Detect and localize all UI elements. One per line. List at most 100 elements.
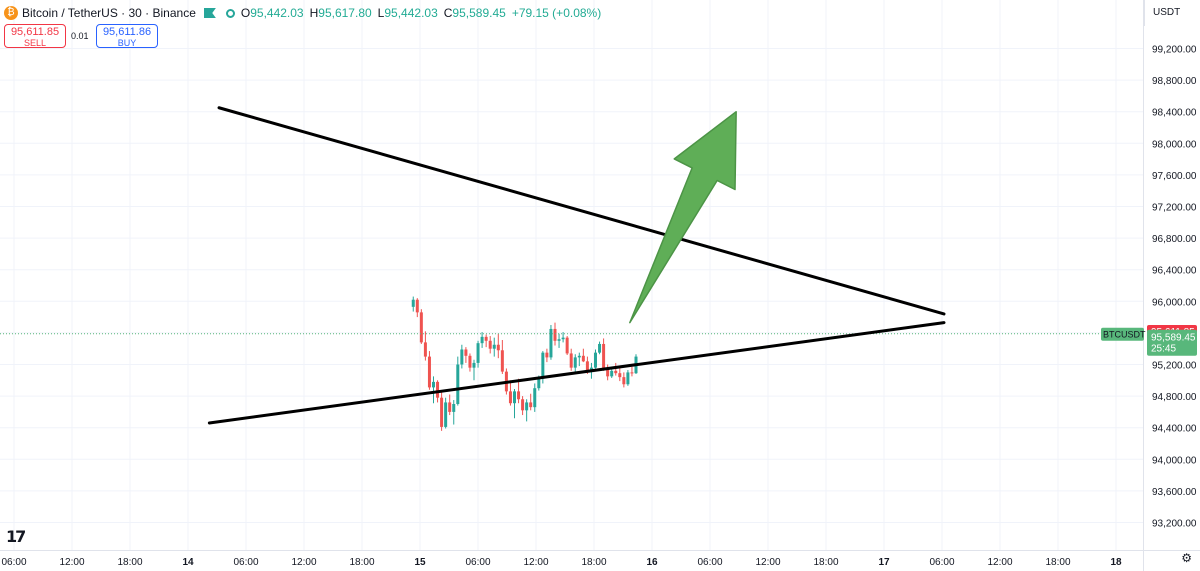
time-tick-label: 06:00 — [465, 557, 490, 568]
price-tick-label: 98,800.00 — [1152, 76, 1197, 87]
candle-body — [521, 399, 525, 411]
candle-body — [626, 372, 630, 385]
price-axis[interactable]: 93,200.00 93,600.00 94,000.00 94,400.00 94,8… — [1143, 0, 1197, 571]
open-label: O — [240, 6, 251, 20]
tradingview-logo-icon[interactable]: 17 — [6, 527, 26, 546]
candle-body — [468, 355, 472, 368]
candle-body — [614, 370, 618, 374]
flag-icon[interactable] — [203, 8, 216, 18]
candle-body — [569, 353, 573, 368]
time-tick-label: 12:00 — [291, 557, 316, 568]
candle-body — [423, 342, 427, 357]
time-tick-label: 16 — [646, 557, 658, 568]
candle-body — [432, 381, 435, 388]
price-tick-label: 98,400.00 — [1152, 108, 1197, 119]
currency-selector[interactable]: USDT — [1144, 0, 1200, 26]
candle-body — [415, 299, 419, 313]
sell-button[interactable]: 95,611.85 SELL — [4, 24, 66, 48]
symbol-header[interactable]: ₿ Bitcoin / TetherUS · 30 · Binance O 95,… — [4, 4, 607, 22]
price-tick-label: 96,800.00 — [1152, 234, 1197, 245]
candle-body — [618, 373, 622, 378]
price-tick-label: 93,600.00 — [1152, 487, 1197, 498]
time-tick-label: 18:00 — [117, 557, 142, 568]
candle-body — [480, 336, 484, 344]
candle-body — [427, 356, 431, 388]
candle-body — [545, 352, 549, 358]
time-tick-label: 06:00 — [929, 557, 954, 568]
candle-body — [529, 402, 533, 408]
open-value: 95,442.03 — [250, 6, 304, 20]
price-tick-label: 94,000.00 — [1152, 455, 1197, 466]
time-tick-label: 12:00 — [987, 557, 1012, 568]
time-tick-label: 15 — [414, 557, 426, 568]
sell-price: 95,611.85 — [10, 26, 60, 38]
last-price-tag — [1147, 329, 1197, 356]
time-tick-label: 12:00 — [523, 557, 548, 568]
buy-price: 95,611.86 — [102, 26, 152, 38]
sell-label: SELL — [23, 38, 47, 48]
candle-body — [610, 370, 614, 377]
spread-value: 0.01 — [71, 31, 89, 41]
candle-body — [598, 343, 602, 353]
time-tick-label: 18 — [1110, 557, 1122, 568]
candle-body — [472, 362, 476, 368]
price-tick-label: 97,200.00 — [1152, 203, 1197, 214]
price-tick-label: 99,200.00 — [1152, 45, 1197, 56]
symbol-title[interactable]: Bitcoin / TetherUS · 30 · Binance — [22, 6, 196, 20]
time-tick-label: 06:00 — [1, 557, 26, 568]
candle-body — [577, 355, 581, 358]
candle-body — [476, 343, 480, 363]
forecast-arrow — [629, 110, 737, 324]
candle-body — [573, 357, 577, 368]
bitcoin-icon: ₿ — [4, 6, 18, 20]
candle-body — [533, 388, 537, 408]
candles — [411, 296, 638, 431]
candle-body — [581, 355, 585, 362]
price-tick-label: 93,200.00 — [1152, 519, 1197, 530]
candle-body — [452, 404, 456, 412]
time-tick-label: 18:00 — [813, 557, 838, 568]
candle-body — [517, 391, 521, 400]
candle-body — [557, 339, 561, 341]
trendline-lower — [207, 321, 946, 425]
candle-body — [484, 336, 488, 341]
candle-body — [500, 350, 504, 372]
candle-body — [553, 328, 557, 341]
symbol-label: BTCUSDT — [1103, 330, 1146, 340]
time-tick-label: 17 — [878, 557, 890, 568]
close-label: C — [443, 6, 453, 20]
candle-body — [460, 349, 464, 365]
candle-body — [411, 299, 415, 307]
buy-button[interactable]: 95,611.86 BUY — [96, 24, 158, 48]
settings-icon[interactable]: ⚙ — [1181, 551, 1192, 565]
buy-label: BUY — [117, 38, 137, 48]
change-value: +79.15 (+0.08%) — [511, 6, 602, 20]
candle-body — [589, 367, 593, 371]
price-tick-label: 94,400.00 — [1152, 424, 1197, 435]
candle-body — [561, 337, 565, 340]
candle-body — [541, 352, 545, 379]
candle-body — [419, 312, 423, 343]
time-tick-label: 06:00 — [233, 557, 258, 568]
price-tick-label: 96,000.00 — [1152, 297, 1197, 308]
time-tick-label: 12:00 — [755, 557, 780, 568]
candle-body — [585, 361, 589, 371]
candle-body — [436, 381, 440, 398]
time-tick-label: 18:00 — [349, 557, 374, 568]
price-tick-label: 97,600.00 — [1152, 171, 1197, 182]
candle-body — [508, 391, 512, 404]
status-dot-icon — [225, 8, 235, 18]
candle-body — [565, 337, 569, 354]
candle-body — [513, 391, 516, 404]
candle-body — [492, 344, 496, 349]
price-tick-label: 95,200.00 — [1152, 361, 1197, 372]
time-tick-label: 14 — [182, 557, 194, 568]
candle-body — [549, 328, 553, 358]
close-value: 95,589.45 — [452, 6, 506, 20]
grid — [0, 0, 1143, 550]
last-price-label: 95,589.45 — [1151, 333, 1196, 344]
trendlines — [0, 106, 1143, 425]
time-axis[interactable]: 06:00 12:00 18:00 14 06:00 12:00 18:00 15 06:00 1… — [0, 550, 1200, 569]
